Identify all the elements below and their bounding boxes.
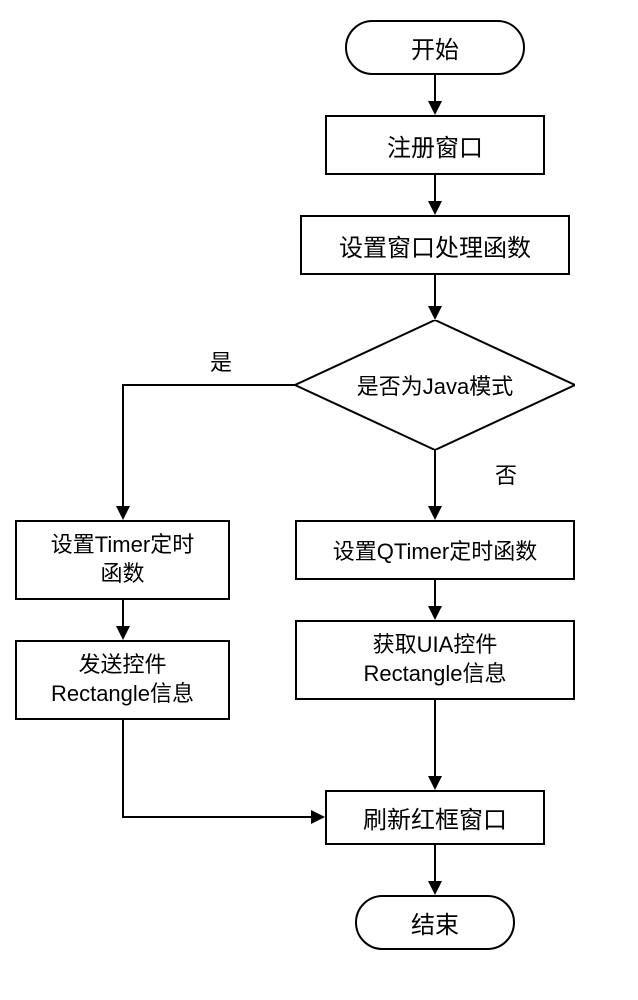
arrow-line (434, 450, 436, 508)
set-handler-node: 设置窗口处理函数 (300, 215, 570, 275)
start-node: 开始 (345, 20, 525, 75)
send-rect-label: 发送控件 Rectangle信息 (51, 651, 194, 708)
register-node: 注册窗口 (325, 115, 545, 175)
arrow-head (428, 201, 442, 215)
send-rect-node: 发送控件 Rectangle信息 (15, 640, 230, 720)
arrow-head (428, 306, 442, 320)
arrow-line (434, 580, 436, 608)
arrow-head (311, 810, 325, 824)
yes-label: 是 (210, 345, 232, 377)
set-timer-label: 设置Timer定时 函数 (51, 531, 194, 588)
arrow-head (428, 101, 442, 115)
arrow-head (428, 881, 442, 895)
set-qtimer-node: 设置QTimer定时函数 (295, 520, 575, 580)
set-handler-label: 设置窗口处理函数 (339, 228, 531, 263)
arrow-line (122, 816, 312, 818)
arrow-line (434, 75, 436, 103)
arrow-line (122, 384, 124, 508)
get-uia-label: 获取UIA控件 Rectangle信息 (363, 631, 506, 688)
arrow-line (434, 700, 436, 778)
register-label: 注册窗口 (387, 128, 483, 163)
start-label: 开始 (411, 30, 459, 65)
arrow-line (434, 175, 436, 203)
set-timer-node: 设置Timer定时 函数 (15, 520, 230, 600)
end-label: 结束 (411, 905, 459, 940)
arrow-line (434, 275, 436, 308)
arrow-head (116, 626, 130, 640)
end-node: 结束 (355, 895, 515, 950)
refresh-node: 刷新红框窗口 (325, 790, 545, 845)
arrow-line (122, 720, 124, 818)
arrow-line (434, 845, 436, 883)
arrow-head (428, 606, 442, 620)
arrow-line (122, 384, 295, 386)
arrow-head (116, 506, 130, 520)
arrow-head (428, 776, 442, 790)
set-qtimer-label: 设置QTimer定时函数 (333, 534, 538, 566)
refresh-label: 刷新红框窗口 (363, 800, 507, 835)
arrow-line (122, 600, 124, 628)
arrow-head (428, 506, 442, 520)
get-uia-node: 获取UIA控件 Rectangle信息 (295, 620, 575, 700)
decision-label: 是否为Java模式 (357, 369, 513, 401)
decision-node: 是否为Java模式 (295, 320, 575, 450)
no-label: 否 (495, 458, 517, 490)
